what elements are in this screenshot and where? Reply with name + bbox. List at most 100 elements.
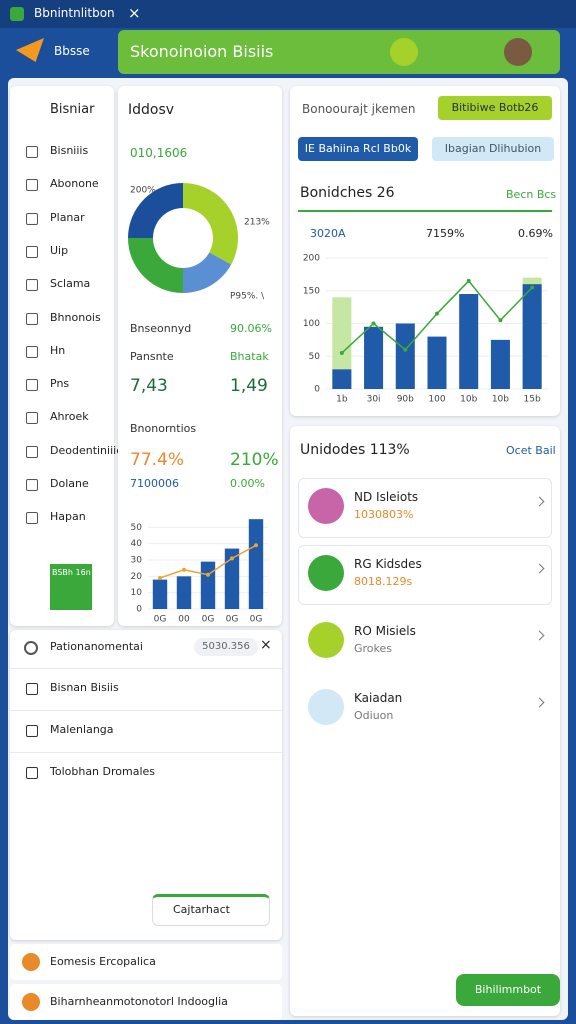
search[interactable]: Bonoourajt jkemen <box>302 102 416 116</box>
tab-icon <box>10 7 24 21</box>
avatar[interactable] <box>504 38 532 66</box>
bar <box>224 548 240 609</box>
action-button[interactable] <box>390 38 418 66</box>
nav-icon <box>26 212 38 225</box>
nav-item[interactable]: Dolane <box>50 477 89 490</box>
tab[interactable]: IE Bahiina Rcl Bb0k <box>298 137 418 161</box>
footer-icon <box>22 953 40 971</box>
bar <box>332 297 352 389</box>
bar <box>248 519 264 609</box>
logo-icon <box>16 38 44 62</box>
trend-point <box>530 285 535 290</box>
chevron[interactable] <box>534 697 545 708</box>
donut-label: P95%. \ <box>230 292 265 302</box>
y-tick-label: 30 <box>131 556 143 566</box>
donut-segment <box>128 238 183 293</box>
nav-item[interactable]: Abonone <box>50 177 99 191</box>
search-box[interactable]: Cajtarhact <box>152 894 270 926</box>
list-icon <box>308 689 344 725</box>
y-tick-label: 200 <box>303 254 320 264</box>
tab[interactable]: Bbnintnlitbon <box>34 6 115 20</box>
filter-value[interactable]: 5030.356 <box>194 638 258 656</box>
trend-point <box>403 347 408 352</box>
y-tick-label: 40 <box>131 539 143 549</box>
nav-icon <box>26 379 38 392</box>
row-icon <box>26 683 38 695</box>
chart-link[interactable]: Becn Bcs <box>506 188 557 201</box>
list-sub: 1030803% <box>354 508 414 521</box>
middle-title: Iddosv <box>128 102 175 118</box>
sidebar: Bisniar BSBh 16n Bisniiis Abonone Planar Ui… <box>10 86 123 626</box>
figure: 0.69% <box>518 227 553 240</box>
x-tick-label: 00 <box>178 615 190 625</box>
row-item[interactable]: Tolobhan Dromales <box>50 765 156 778</box>
stat: 0.00% <box>230 477 265 490</box>
y-tick-label: 50 <box>131 523 143 533</box>
y-tick-label: 100 <box>303 319 320 329</box>
nav-item[interactable]: Hapan <box>50 510 86 524</box>
trend-point <box>371 321 376 326</box>
filter-close[interactable]: × <box>260 637 272 653</box>
bar <box>152 579 168 609</box>
trend-point <box>498 318 503 323</box>
x-tick-label: 0G <box>250 615 263 625</box>
chart-title: Bonidches 26 <box>300 185 395 201</box>
trend-point <box>158 575 162 580</box>
donut-segment <box>183 252 232 293</box>
donut-segment <box>183 183 238 265</box>
bar <box>200 561 216 609</box>
bar-chart: 0 50 100 150 200 1b 30i 90b 100 10b 10b 15b <box>303 254 548 405</box>
x-tick-label: 0G <box>202 615 215 625</box>
list-title: Kaiadan <box>354 691 403 705</box>
stat: 77.4% <box>130 450 185 470</box>
fab[interactable]: Bihilimmbot <box>456 974 560 1006</box>
button[interactable]: Bitibiwe Botb26 <box>438 96 552 120</box>
nav-item[interactable]: Deodentiniiie <box>50 443 123 457</box>
promo[interactable]: BSBh 16n <box>50 564 92 610</box>
row-item[interactable]: Bisnan Bisiis <box>50 681 119 694</box>
nav-icon <box>26 179 38 192</box>
trend-point <box>254 543 258 548</box>
bar <box>522 284 542 389</box>
logo[interactable]: Bbsse <box>54 44 90 58</box>
divider <box>298 210 552 212</box>
donut-segment <box>128 183 183 238</box>
trend-point <box>466 278 471 283</box>
list-item[interactable] <box>298 478 552 538</box>
footer-row[interactable] <box>10 984 282 1020</box>
list-item[interactable] <box>298 545 552 605</box>
list-title: RG Kidsdes <box>354 557 422 571</box>
stat: Bnonorntios <box>130 422 197 435</box>
row-item[interactable]: Malenlanga <box>50 723 114 736</box>
tab-close[interactable]: × <box>128 4 141 22</box>
nav-item[interactable]: Pns <box>50 377 70 391</box>
nav-item[interactable]: Hn <box>50 343 66 357</box>
lower-left: Pationanomentai 5030.356 × Cajtarhact Bi… <box>10 630 282 940</box>
stat: Pansnte <box>130 350 174 363</box>
donut-label: 213% <box>244 218 270 228</box>
nav-item[interactable]: Ahroek <box>50 410 89 424</box>
list-link[interactable]: Ocet Bail <box>506 444 556 457</box>
header-title: Skonoinoion Bisiis <box>130 42 274 61</box>
topbar: Bbnintnlitbon × <box>0 0 576 28</box>
tab[interactable]: Ibagian Dlihubion <box>432 137 554 161</box>
list-card: Unidodes 113% Ocet Bail ND Isleiots 10308… <box>290 426 560 1016</box>
footer-row[interactable] <box>10 944 282 980</box>
bar <box>176 576 192 609</box>
y-tick-label: 150 <box>303 286 320 296</box>
nav-icon <box>26 245 38 258</box>
bar <box>395 323 415 389</box>
nav-item[interactable]: Bhnonois <box>50 310 101 324</box>
mini-chart: 0 10 20 30 40 50 0G 00 0G 0G 0G <box>131 519 268 625</box>
bar <box>332 369 352 389</box>
chevron[interactable] <box>534 630 545 641</box>
nav-item[interactable]: Sclama <box>50 277 91 291</box>
nav-item[interactable]: Bisniiis <box>50 144 89 157</box>
header-bar: Skonoinoion Bisiis <box>118 30 560 74</box>
sidebar-title: Bisniar <box>50 102 95 117</box>
list-title: RO Misiels <box>354 624 416 638</box>
nav-item[interactable]: Planar <box>50 210 85 224</box>
nav-item[interactable]: Uip <box>50 243 69 257</box>
x-tick-label: 10b <box>460 395 477 405</box>
